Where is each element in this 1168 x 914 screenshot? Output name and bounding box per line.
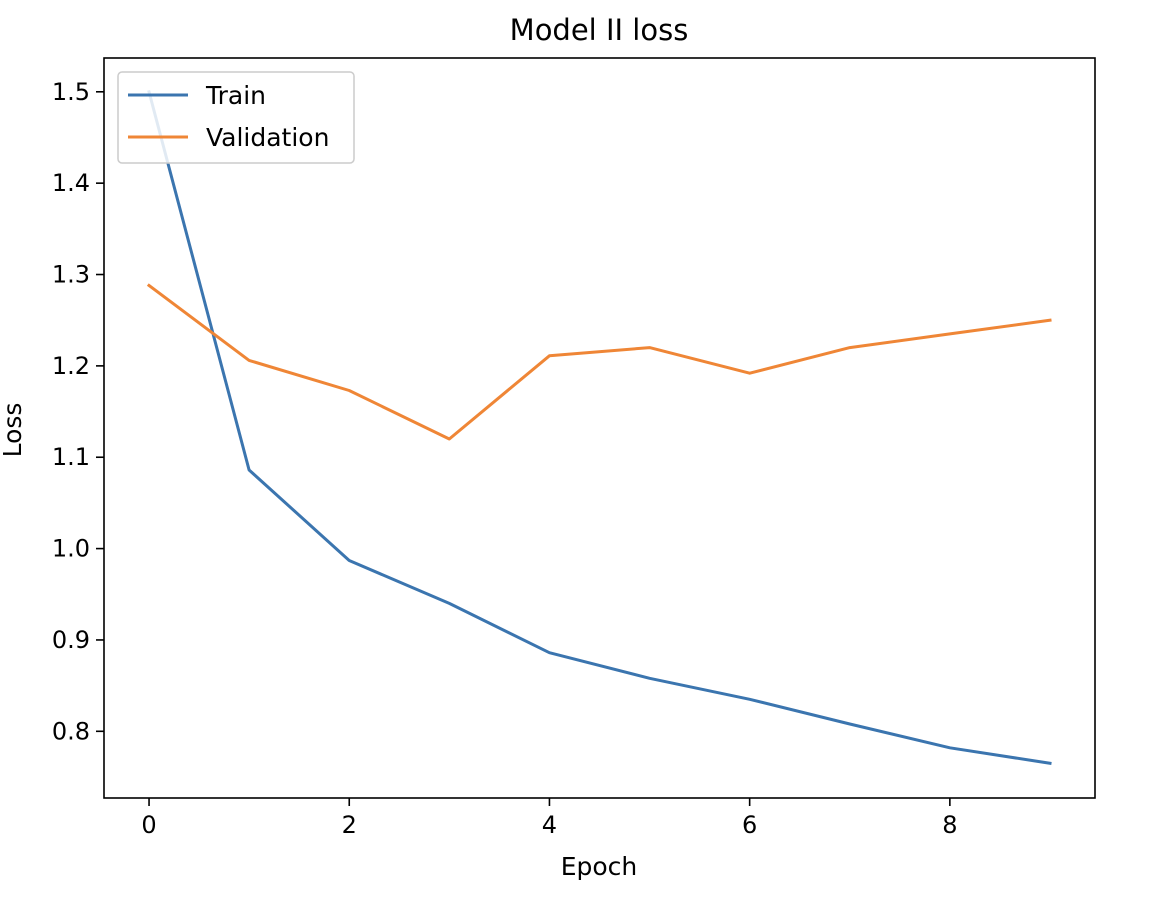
x-tick-label: 0 [141,811,156,839]
y-tick-label: 0.9 [52,626,90,654]
x-axis-label: Epoch [561,852,638,881]
legend-label-train: Train [205,81,266,110]
x-tick-label: 2 [342,811,357,839]
series-line-validation [146,283,1052,441]
y-tick-label: 1.4 [52,169,90,197]
y-tick-label: 1.3 [52,261,90,289]
y-tick-label: 0.8 [52,717,90,745]
y-tick-label: 1.2 [52,352,90,380]
series-layer [146,89,1052,766]
x-tick-label: 8 [942,811,957,839]
legend: Train Validation [117,71,355,164]
x-tick-label: 4 [542,811,557,839]
plot-frame [103,57,1096,799]
y-tick-label: 1.0 [52,535,90,563]
chart-title: Model II loss [510,13,689,47]
x-axis: 0 2 4 6 8 [141,798,957,839]
legend-label-validation: Validation [206,123,329,152]
series-line-train [147,89,1052,766]
x-tick-label: 6 [742,811,757,839]
y-axis: 0.8 0.9 1.0 1.1 1.2 1.3 1.4 1.5 [52,78,104,745]
y-tick-label: 1.1 [52,443,90,471]
y-axis-label: Loss [0,403,27,458]
y-tick-label: 1.5 [52,78,90,106]
